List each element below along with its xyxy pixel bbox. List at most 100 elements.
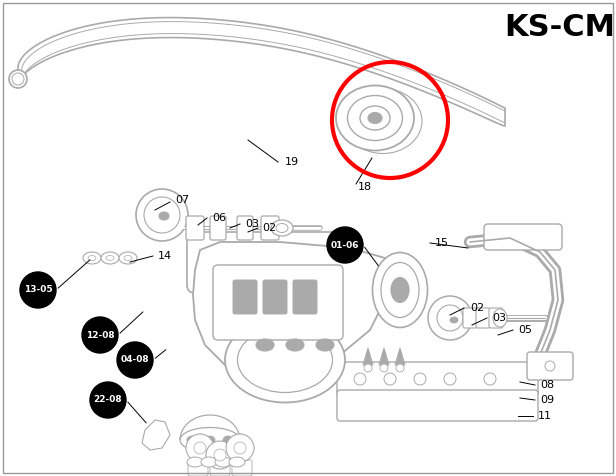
Text: 11: 11: [538, 411, 552, 421]
Circle shape: [545, 361, 555, 371]
Ellipse shape: [373, 252, 428, 327]
Circle shape: [90, 382, 126, 418]
FancyBboxPatch shape: [213, 265, 343, 340]
Circle shape: [144, 197, 180, 233]
FancyBboxPatch shape: [210, 460, 230, 476]
Text: 04-08: 04-08: [121, 356, 149, 365]
Circle shape: [20, 272, 56, 308]
Text: 19: 19: [285, 157, 299, 167]
FancyBboxPatch shape: [463, 308, 477, 328]
Circle shape: [354, 373, 366, 385]
Circle shape: [414, 373, 426, 385]
Ellipse shape: [336, 86, 414, 150]
Ellipse shape: [124, 256, 132, 260]
Polygon shape: [395, 348, 405, 365]
FancyBboxPatch shape: [233, 280, 257, 314]
Circle shape: [384, 373, 396, 385]
Text: 15: 15: [435, 238, 449, 248]
Text: 03: 03: [245, 219, 259, 229]
FancyBboxPatch shape: [237, 216, 253, 240]
Ellipse shape: [187, 457, 203, 467]
Circle shape: [117, 342, 153, 378]
Ellipse shape: [391, 278, 409, 303]
Text: 18: 18: [358, 182, 372, 192]
Text: 22-08: 22-08: [94, 396, 123, 405]
Text: 02: 02: [470, 303, 484, 313]
Ellipse shape: [381, 262, 419, 317]
Text: 02: 02: [262, 223, 276, 233]
Circle shape: [186, 434, 214, 462]
Ellipse shape: [238, 327, 333, 393]
FancyBboxPatch shape: [186, 216, 204, 240]
Ellipse shape: [286, 339, 304, 351]
FancyBboxPatch shape: [210, 216, 226, 240]
Text: 12-08: 12-08: [86, 330, 115, 339]
Ellipse shape: [83, 252, 101, 264]
Polygon shape: [18, 18, 505, 126]
Ellipse shape: [493, 309, 507, 327]
Ellipse shape: [215, 457, 231, 467]
Circle shape: [327, 227, 363, 263]
Text: 08: 08: [540, 380, 554, 390]
Ellipse shape: [101, 252, 119, 264]
Text: 09: 09: [540, 395, 554, 405]
FancyBboxPatch shape: [232, 460, 252, 476]
FancyBboxPatch shape: [187, 232, 358, 293]
Ellipse shape: [225, 317, 345, 403]
Text: 13-05: 13-05: [23, 286, 52, 295]
FancyBboxPatch shape: [337, 362, 538, 396]
Ellipse shape: [119, 252, 137, 264]
FancyBboxPatch shape: [188, 460, 208, 476]
Ellipse shape: [201, 457, 217, 467]
Polygon shape: [193, 242, 390, 372]
Ellipse shape: [276, 224, 288, 232]
FancyBboxPatch shape: [476, 308, 490, 328]
Ellipse shape: [12, 73, 24, 85]
Circle shape: [396, 364, 404, 372]
Circle shape: [136, 189, 188, 241]
Ellipse shape: [271, 220, 293, 236]
Text: 03: 03: [492, 313, 506, 323]
Circle shape: [484, 373, 496, 385]
Circle shape: [380, 364, 388, 372]
Circle shape: [82, 317, 118, 353]
Ellipse shape: [229, 457, 245, 467]
Ellipse shape: [368, 112, 382, 123]
Polygon shape: [379, 348, 389, 365]
Polygon shape: [363, 348, 373, 365]
Text: 01-06: 01-06: [331, 240, 359, 249]
Polygon shape: [142, 420, 170, 450]
Ellipse shape: [316, 339, 334, 351]
FancyBboxPatch shape: [489, 308, 503, 328]
Ellipse shape: [9, 70, 27, 88]
Text: 05: 05: [518, 325, 532, 335]
Ellipse shape: [256, 339, 274, 351]
Circle shape: [444, 373, 456, 385]
Circle shape: [214, 449, 226, 461]
FancyBboxPatch shape: [527, 352, 573, 380]
Circle shape: [437, 305, 463, 331]
Ellipse shape: [180, 427, 240, 453]
Text: KS-CM: KS-CM: [505, 13, 615, 42]
Circle shape: [364, 364, 372, 372]
Circle shape: [428, 296, 472, 340]
Circle shape: [226, 434, 254, 462]
Ellipse shape: [106, 256, 114, 260]
Ellipse shape: [187, 436, 197, 444]
Circle shape: [206, 441, 234, 469]
Ellipse shape: [223, 436, 233, 444]
FancyBboxPatch shape: [337, 390, 538, 421]
Ellipse shape: [360, 106, 390, 130]
Text: 07: 07: [175, 195, 189, 205]
FancyBboxPatch shape: [261, 216, 279, 240]
Text: 06: 06: [212, 213, 226, 223]
Circle shape: [234, 442, 246, 454]
Text: 14: 14: [158, 251, 172, 261]
Circle shape: [194, 442, 206, 454]
FancyBboxPatch shape: [263, 280, 287, 314]
FancyBboxPatch shape: [484, 224, 562, 250]
Ellipse shape: [205, 436, 215, 444]
Ellipse shape: [159, 212, 169, 220]
Ellipse shape: [88, 256, 96, 260]
Ellipse shape: [347, 96, 402, 140]
